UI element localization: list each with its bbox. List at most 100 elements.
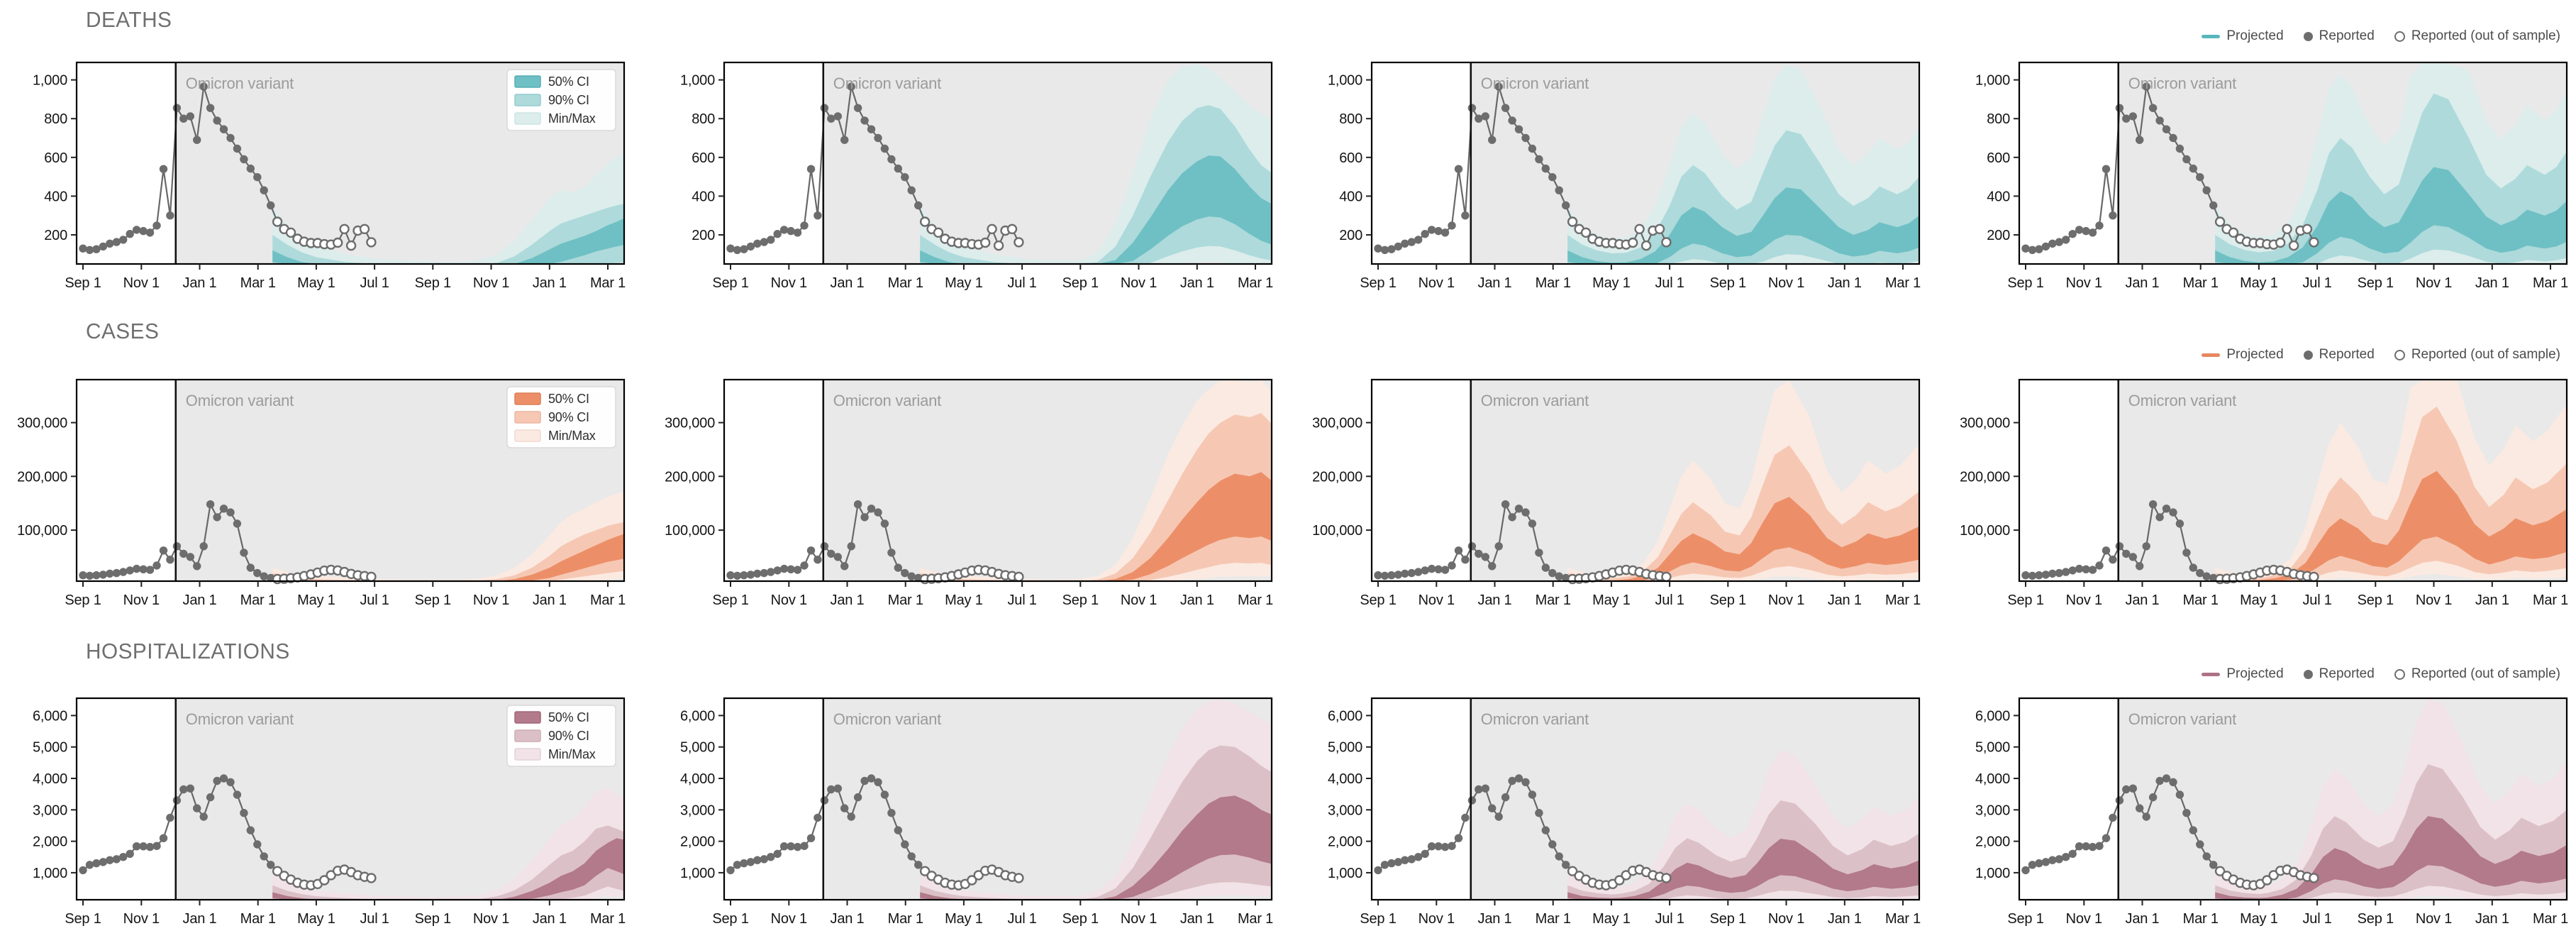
svg-text:400: 400 bbox=[1339, 189, 1362, 204]
svg-text:Jul 1: Jul 1 bbox=[1007, 592, 1036, 608]
svg-text:Jan 1: Jan 1 bbox=[1828, 592, 1862, 608]
svg-text:Sep 1: Sep 1 bbox=[1062, 592, 1099, 608]
svg-text:Jan 1: Jan 1 bbox=[533, 275, 567, 291]
svg-text:May 1: May 1 bbox=[1592, 592, 1631, 608]
svg-text:Omicron variant: Omicron variant bbox=[833, 75, 941, 92]
svg-text:Min/Max: Min/Max bbox=[548, 747, 596, 761]
svg-text:100,000: 100,000 bbox=[1960, 523, 2010, 539]
svg-text:May 1: May 1 bbox=[2240, 275, 2278, 291]
svg-text:300,000: 300,000 bbox=[17, 416, 67, 431]
svg-text:May 1: May 1 bbox=[945, 592, 983, 608]
legend-label-projected: Projected bbox=[2226, 666, 2284, 681]
svg-text:Mar 1: Mar 1 bbox=[2533, 911, 2568, 927]
svg-text:800: 800 bbox=[692, 111, 715, 127]
svg-text:Nov 1: Nov 1 bbox=[2066, 592, 2102, 608]
svg-text:Sep 1: Sep 1 bbox=[2007, 911, 2043, 927]
svg-text:200,000: 200,000 bbox=[17, 469, 67, 485]
svg-text:Sep 1: Sep 1 bbox=[1062, 275, 1099, 291]
svg-text:4,000: 4,000 bbox=[33, 771, 67, 787]
legend-label-out-of-sample: Reported (out of sample) bbox=[2411, 28, 2560, 43]
svg-text:300,000: 300,000 bbox=[665, 416, 715, 431]
svg-text:Sep 1: Sep 1 bbox=[1360, 275, 1396, 291]
svg-text:Mar 1: Mar 1 bbox=[2533, 592, 2568, 608]
chart-deaths-scenario-2: Omicron variant Sep 1 Nov 1 Jan 1 Mar 1 May 1… bbox=[680, 61, 1273, 291]
svg-text:Omicron variant: Omicron variant bbox=[186, 392, 294, 409]
svg-text:5,000: 5,000 bbox=[1328, 740, 1362, 756]
svg-text:1,000: 1,000 bbox=[680, 866, 715, 881]
reported-dot-icon bbox=[2303, 350, 2313, 360]
svg-text:Nov 1: Nov 1 bbox=[1121, 592, 1157, 608]
svg-text:Sep 1: Sep 1 bbox=[712, 275, 748, 291]
svg-text:Jan 1: Jan 1 bbox=[183, 275, 217, 291]
svg-text:2,000: 2,000 bbox=[33, 834, 67, 850]
svg-text:Jan 1: Jan 1 bbox=[2126, 592, 2160, 608]
svg-text:Omicron variant: Omicron variant bbox=[2128, 710, 2236, 728]
svg-text:Mar 1: Mar 1 bbox=[2183, 275, 2219, 291]
legend-cases: Projected Reported Reported (out of samp… bbox=[2202, 346, 2560, 364]
svg-text:300,000: 300,000 bbox=[1960, 416, 2010, 431]
projected-line-swatch bbox=[2202, 353, 2221, 357]
svg-text:Jan 1: Jan 1 bbox=[1828, 275, 1862, 291]
svg-text:Sep 1: Sep 1 bbox=[1360, 911, 1396, 927]
svg-text:Nov 1: Nov 1 bbox=[2066, 911, 2102, 927]
svg-text:Omicron variant: Omicron variant bbox=[2128, 75, 2236, 92]
svg-text:3,000: 3,000 bbox=[680, 803, 715, 818]
svg-text:Nov 1: Nov 1 bbox=[1768, 275, 1804, 291]
row-title-deaths: DEATHS bbox=[86, 7, 172, 32]
svg-text:Jan 1: Jan 1 bbox=[2126, 911, 2160, 927]
row-title-cases: CASES bbox=[86, 319, 160, 343]
chart-cases-scenario-2: Omicron variant Sep 1 Nov 1 Jan 1 Mar 1 May 1… bbox=[665, 378, 1273, 608]
chart-hospitalizations-scenario-4: Omicron variant Sep 1 Nov 1 Jan 1 Mar 1 May 1… bbox=[1975, 697, 2568, 927]
svg-text:50% CI: 50% CI bbox=[548, 710, 589, 724]
svg-text:Mar 1: Mar 1 bbox=[2183, 592, 2219, 608]
svg-text:Nov 1: Nov 1 bbox=[123, 911, 160, 927]
svg-text:Jan 1: Jan 1 bbox=[1180, 911, 1214, 927]
legend-deaths: Projected Reported Reported (out of samp… bbox=[2202, 27, 2560, 45]
svg-text:600: 600 bbox=[1339, 150, 1362, 166]
svg-text:Jul 1: Jul 1 bbox=[2302, 275, 2331, 291]
svg-text:May 1: May 1 bbox=[297, 275, 335, 291]
svg-text:800: 800 bbox=[1987, 111, 2010, 127]
svg-text:Jul 1: Jul 1 bbox=[360, 592, 389, 608]
svg-text:May 1: May 1 bbox=[1592, 275, 1631, 291]
svg-text:May 1: May 1 bbox=[945, 911, 983, 927]
svg-text:Mar 1: Mar 1 bbox=[590, 911, 626, 927]
svg-text:Mar 1: Mar 1 bbox=[888, 275, 923, 291]
svg-text:1,000: 1,000 bbox=[1975, 73, 2010, 89]
svg-text:600: 600 bbox=[44, 150, 67, 166]
legend-label-reported: Reported bbox=[2319, 666, 2375, 681]
svg-text:May 1: May 1 bbox=[2240, 592, 2278, 608]
svg-text:May 1: May 1 bbox=[297, 911, 335, 927]
svg-text:2,000: 2,000 bbox=[1328, 834, 1362, 850]
svg-text:Sep 1: Sep 1 bbox=[2007, 275, 2043, 291]
svg-text:2,000: 2,000 bbox=[680, 834, 715, 850]
svg-text:100,000: 100,000 bbox=[17, 523, 67, 539]
svg-text:300,000: 300,000 bbox=[1312, 416, 1362, 431]
projected-line-swatch bbox=[2202, 672, 2221, 676]
svg-text:Sep 1: Sep 1 bbox=[712, 592, 748, 608]
svg-text:Nov 1: Nov 1 bbox=[771, 911, 807, 927]
svg-text:Sep 1: Sep 1 bbox=[2358, 911, 2394, 927]
svg-text:Nov 1: Nov 1 bbox=[473, 275, 509, 291]
projected-line-swatch bbox=[2202, 34, 2221, 38]
chart-deaths-scenario-1: Omicron variant Sep 1 Nov 1 Jan 1 Mar 1 May 1… bbox=[33, 61, 626, 291]
svg-text:Nov 1: Nov 1 bbox=[1768, 592, 1804, 608]
svg-text:Omicron variant: Omicron variant bbox=[186, 75, 294, 92]
svg-text:Jul 1: Jul 1 bbox=[360, 275, 389, 291]
svg-text:Mar 1: Mar 1 bbox=[1885, 275, 1921, 291]
svg-text:Mar 1: Mar 1 bbox=[1238, 275, 1273, 291]
svg-text:Nov 1: Nov 1 bbox=[1121, 275, 1157, 291]
svg-text:Jul 1: Jul 1 bbox=[360, 911, 389, 927]
chart-hospitalizations-scenario-1: Omicron variant Sep 1 Nov 1 Jan 1 Mar 1 May 1… bbox=[33, 697, 626, 927]
legend-hospitalizations: Projected Reported Reported (out of samp… bbox=[2202, 665, 2560, 683]
svg-text:Mar 1: Mar 1 bbox=[590, 592, 626, 608]
svg-text:Jul 1: Jul 1 bbox=[1007, 275, 1036, 291]
svg-text:Mar 1: Mar 1 bbox=[1885, 592, 1921, 608]
svg-text:Jan 1: Jan 1 bbox=[1180, 275, 1214, 291]
svg-text:400: 400 bbox=[1987, 189, 2010, 204]
chart-hospitalizations-scenario-2: Omicron variant Sep 1 Nov 1 Jan 1 Mar 1 May 1… bbox=[680, 697, 1273, 927]
svg-text:Sep 1: Sep 1 bbox=[1360, 592, 1396, 608]
svg-text:Omicron variant: Omicron variant bbox=[1481, 710, 1589, 728]
svg-text:1,000: 1,000 bbox=[1975, 866, 2010, 881]
svg-text:Nov 1: Nov 1 bbox=[123, 592, 160, 608]
